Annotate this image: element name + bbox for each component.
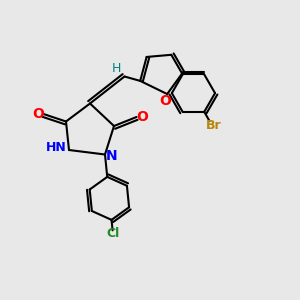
Text: H: H (111, 61, 121, 75)
Text: Br: Br (206, 119, 221, 132)
Text: HN: HN (46, 141, 67, 154)
Text: Cl: Cl (107, 227, 120, 240)
Text: O: O (136, 110, 148, 124)
Text: O: O (160, 94, 172, 108)
Text: O: O (32, 107, 44, 121)
Text: N: N (106, 149, 117, 163)
